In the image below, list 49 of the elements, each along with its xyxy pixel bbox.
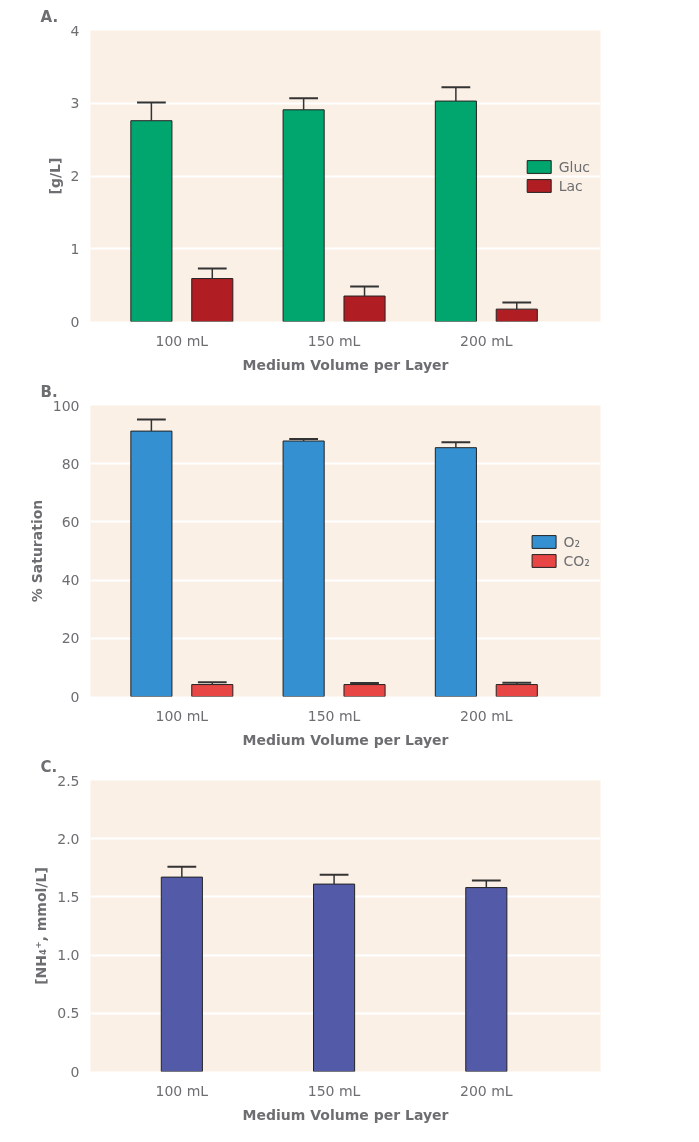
y-tick-label: 2.0 (57, 830, 80, 847)
chart-title: C. (40, 757, 58, 776)
legend-label: Gluc (558, 158, 590, 174)
y-tick-label: 0.5 (57, 1005, 80, 1022)
y-tick-label: 40 (61, 572, 80, 589)
x-axis-title: Medium Volume per Layer (242, 731, 449, 748)
x-tick-label: 200 mL (460, 707, 513, 724)
x-tick-label: 100 mL (155, 332, 209, 349)
x-tick-label: 150 mL (307, 332, 361, 349)
x-tick-label: 150 mL (307, 707, 361, 724)
y-axis-title: [NH₄⁺, mmol/L] (33, 867, 50, 985)
bar (495, 308, 538, 322)
y-tick-label: 1.5 (57, 888, 80, 905)
legend-label: CO₂ (563, 552, 590, 568)
y-tick-label: 1 (70, 240, 80, 257)
x-axis-title: Medium Volume per Layer (242, 356, 449, 373)
y-tick-label: 0 (70, 1063, 80, 1080)
y-tick-label: 0 (70, 688, 80, 705)
x-tick-label: 200 mL (460, 332, 513, 349)
y-tick-label: 2.5 (57, 772, 80, 789)
y-tick-label: 2 (70, 168, 80, 184)
bar (191, 278, 234, 322)
bar (130, 430, 173, 697)
y-axis-title: % Saturation (28, 499, 45, 603)
bar (191, 684, 234, 697)
y-tick-label: 3 (70, 95, 80, 112)
chart-title: A. (40, 7, 59, 26)
y-tick-label: 20 (61, 630, 80, 647)
bar (130, 120, 173, 322)
x-tick-label: 100 mL (155, 707, 209, 724)
y-tick-label: 4 (70, 22, 80, 39)
bar (343, 295, 386, 322)
y-tick-label: 0 (70, 313, 80, 330)
y-axis-title: [g/L] (46, 157, 63, 195)
bar (495, 684, 538, 697)
bar (434, 447, 477, 697)
y-tick-label: 60 (61, 513, 80, 530)
y-tick-label: 80 (61, 455, 80, 472)
bar (282, 109, 325, 322)
bar (343, 684, 386, 697)
x-tick-label: 200 mL (460, 1082, 513, 1099)
legend-label: O₂ (563, 533, 582, 549)
x-axis-title: Medium Volume per Layer (242, 1106, 449, 1123)
bar (282, 440, 325, 697)
x-tick-label: 150 mL (307, 1082, 361, 1099)
y-tick-label: 1.0 (57, 947, 80, 964)
legend-label: Lac (558, 177, 583, 193)
x-tick-label: 100 mL (155, 1082, 209, 1099)
bar (434, 100, 477, 322)
